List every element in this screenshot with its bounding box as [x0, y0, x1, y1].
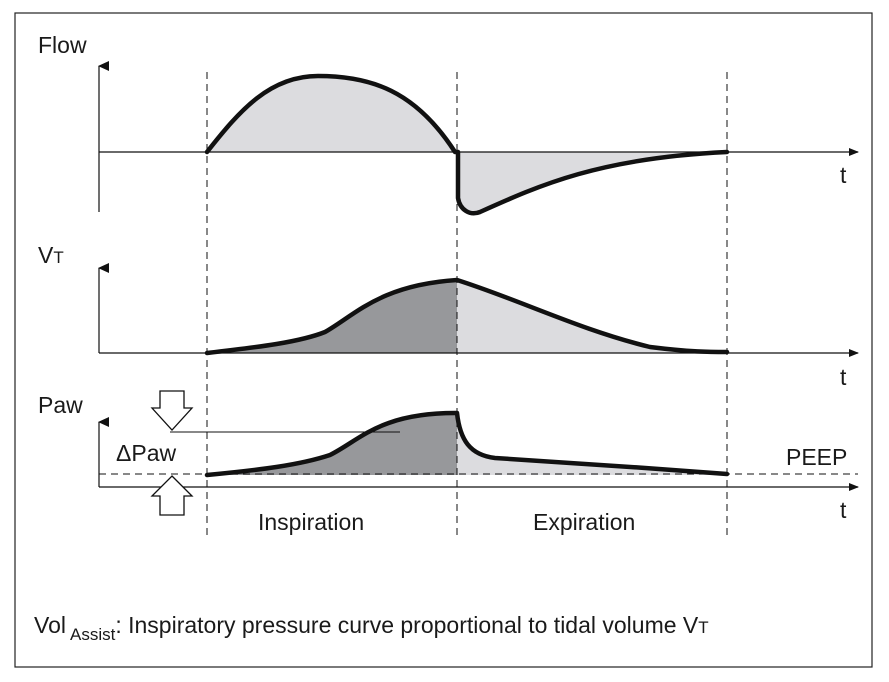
flow-inspiration-area: [207, 76, 455, 152]
inspiration-phase-label: Inspiration: [258, 509, 365, 535]
vt-panel: [98, 263, 859, 357]
caption-tail: T: [698, 618, 709, 637]
paw-axis-label: Paw: [38, 392, 83, 418]
caption-text: : Inspiratory pressure curve proportiona…: [115, 612, 699, 638]
caption-prefix: Vol: [34, 612, 66, 638]
paw-inspiration-area: [207, 413, 457, 475]
flow-time-label: t: [840, 162, 847, 188]
delta-paw-label: ΔPaw: [116, 440, 177, 466]
delta-paw-down-arrow-icon: [150, 390, 194, 431]
caption-subscript: Assist: [69, 625, 116, 644]
vt-axis-label: VT: [38, 244, 64, 267]
delta-paw-up-arrow-icon: [150, 475, 194, 516]
vt-inspiration-area: [207, 280, 457, 353]
peep-label: PEEP: [786, 444, 848, 470]
paw-expiration-area: [457, 413, 727, 475]
figure-caption: Vol Assist: Inspiratory pressure curve pr…: [34, 612, 709, 644]
flow-expiration-area: [458, 152, 727, 214]
vt-axis-label-main: V: [38, 242, 54, 268]
flow-curve: [204, 73, 730, 216]
vt-time-label: t: [840, 364, 847, 390]
paw-panel: [98, 390, 859, 516]
vt-axis-label-sub: T: [53, 248, 64, 267]
flow-panel: [98, 61, 859, 216]
figure-frame: [14, 12, 873, 668]
expiration-phase-label: Expiration: [533, 509, 636, 535]
paw-time-label: t: [840, 497, 847, 523]
flow-axis-label: Flow: [38, 32, 87, 58]
vt-expiration-area: [457, 280, 727, 353]
